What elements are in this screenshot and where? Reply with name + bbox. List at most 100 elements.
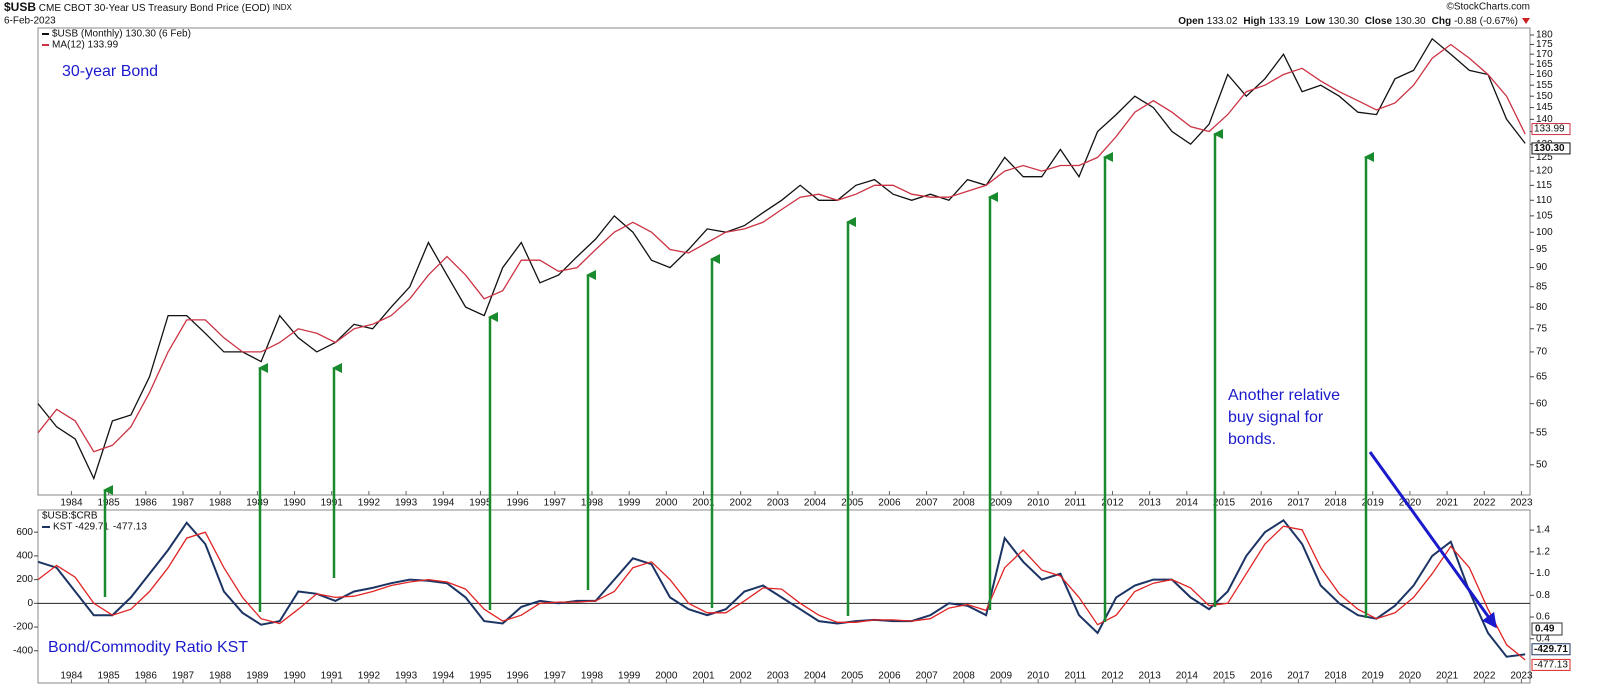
y2-tick-label: 1.2 bbox=[1536, 546, 1550, 557]
legend-label: $USB (Monthly) 130.30 (6 Feb) bbox=[52, 29, 191, 40]
last-value-box bbox=[1531, 142, 1571, 155]
x-tick-label: 1994 bbox=[432, 498, 455, 509]
x-tick-label: 2011 bbox=[1065, 498, 1087, 509]
legend-label: -477.13 bbox=[113, 522, 147, 533]
series-line bbox=[37, 43, 1526, 453]
series-line bbox=[37, 525, 1526, 661]
y-tick-label: 145 bbox=[1536, 102, 1553, 113]
y-tick-label: 600 bbox=[16, 527, 33, 538]
symbol: $USB bbox=[4, 0, 36, 14]
y-tick-label: -400 bbox=[13, 645, 33, 656]
x-tick-label: 1992 bbox=[358, 498, 381, 509]
x-tick-label: 2016 bbox=[1250, 671, 1273, 682]
y-tick-label: -200 bbox=[13, 622, 33, 633]
x-tick-label: 2000 bbox=[655, 498, 678, 509]
y-tick-label: 140 bbox=[1536, 114, 1553, 125]
x-tick-label: 1991 bbox=[321, 498, 344, 509]
quote-label: Low bbox=[1305, 16, 1325, 27]
x-tick-label: 2005 bbox=[841, 671, 864, 682]
y2-tick-label: 0.6 bbox=[1536, 612, 1550, 623]
x-tick-label: 2003 bbox=[767, 498, 790, 509]
x-tick-label: 1990 bbox=[283, 671, 306, 682]
x-tick-label: 1997 bbox=[544, 671, 567, 682]
series-line bbox=[37, 518, 1526, 658]
callout-text: Another relative bbox=[1228, 387, 1340, 404]
y-tick-label: 125 bbox=[1536, 152, 1553, 163]
x-tick-label: 2019 bbox=[1362, 671, 1385, 682]
y-tick-label: 80 bbox=[1536, 302, 1548, 313]
x-tick-label: 1986 bbox=[135, 671, 158, 682]
y-tick-label: 175 bbox=[1536, 39, 1553, 50]
x-tick-label: 1998 bbox=[581, 671, 604, 682]
y-tick-label: 55 bbox=[1536, 427, 1548, 438]
x-tick-label: 1994 bbox=[432, 671, 455, 682]
quote-value: 133.19 bbox=[1269, 16, 1300, 27]
x-tick-label: 2012 bbox=[1101, 498, 1124, 509]
series-line bbox=[37, 37, 1526, 481]
x-tick-label: 2018 bbox=[1324, 671, 1347, 682]
x-tick-label: 2021 bbox=[1436, 671, 1459, 682]
panel-frame bbox=[37, 509, 1531, 684]
y-tick-label: 50 bbox=[1536, 459, 1548, 470]
x-tick-label: 2004 bbox=[804, 498, 827, 509]
quote-label: High bbox=[1243, 16, 1265, 27]
x-tick-label: 2005 bbox=[841, 498, 864, 509]
quote-label: Open bbox=[1178, 16, 1204, 27]
x-tick-label: 2017 bbox=[1287, 498, 1310, 509]
x-tick-label: 2020 bbox=[1399, 498, 1422, 509]
x-tick-label: 1999 bbox=[618, 498, 641, 509]
header-line: $USB CME CBOT 30-Year US Treasury Bond P… bbox=[4, 0, 293, 14]
x-tick-label: 2002 bbox=[730, 498, 753, 509]
x-tick-label: 2023 bbox=[1510, 498, 1533, 509]
callout-text: bonds. bbox=[1228, 431, 1276, 448]
quote-value: 133.02 bbox=[1207, 16, 1238, 27]
x-tick-label: 2006 bbox=[878, 671, 901, 682]
x-tick-label: 2022 bbox=[1473, 498, 1496, 509]
y-tick-label: 65 bbox=[1536, 371, 1548, 382]
x-tick-label: 2004 bbox=[804, 671, 827, 682]
y2-tick-label: 0.8 bbox=[1536, 590, 1550, 601]
x-tick-label: 2008 bbox=[953, 671, 976, 682]
last-value-label: -477.13 bbox=[1534, 660, 1568, 671]
y2-tick-label: 1.4 bbox=[1536, 525, 1550, 536]
x-tick-label: 1997 bbox=[544, 498, 567, 509]
x-tick-label: 2019 bbox=[1362, 498, 1385, 509]
x-tick-label: 1990 bbox=[283, 498, 306, 509]
signal-arrows bbox=[103, 129, 1497, 629]
y-tick-label: 200 bbox=[16, 574, 33, 585]
y-tick-label: 60 bbox=[1536, 398, 1548, 409]
x-tick-label: 1989 bbox=[246, 498, 269, 509]
x-tick-label: 2009 bbox=[990, 498, 1013, 509]
panel-title: $USB:$CRB bbox=[42, 511, 98, 522]
x-tick-label: 1998 bbox=[581, 498, 604, 509]
x-tick-label: 2017 bbox=[1287, 671, 1310, 682]
panel-annotation: 30-year Bond bbox=[62, 63, 158, 80]
x-tick-label: 1988 bbox=[209, 498, 232, 509]
x-tick-label: 2013 bbox=[1139, 671, 1162, 682]
y-tick-label: 180 bbox=[1536, 30, 1553, 41]
x-tick-label: 2023 bbox=[1510, 671, 1533, 682]
x-tick-label: 2020 bbox=[1399, 671, 1422, 682]
x-tick-label: 2015 bbox=[1213, 671, 1236, 682]
x-tick-label: 2010 bbox=[1027, 671, 1050, 682]
x-tick-label: 2007 bbox=[915, 671, 938, 682]
x-tick-label: 2015 bbox=[1213, 498, 1236, 509]
x-tick-label: 1987 bbox=[172, 671, 195, 682]
x-tick-label: 1989 bbox=[246, 671, 269, 682]
x-tick-label: 2009 bbox=[990, 671, 1013, 682]
x-tick-label: 1995 bbox=[469, 671, 492, 682]
quote-label: Close bbox=[1365, 16, 1393, 27]
x-tick-label: 2022 bbox=[1473, 671, 1496, 682]
y-tick-label: 165 bbox=[1536, 59, 1553, 70]
legend-label: KST -429.71 bbox=[53, 522, 109, 533]
x-tick-label: 1996 bbox=[506, 498, 529, 509]
x-tick-label: 1993 bbox=[395, 498, 418, 509]
x-tick-label: 2008 bbox=[953, 498, 976, 509]
y-tick-label: 110 bbox=[1536, 195, 1552, 206]
x-tick-label: 1988 bbox=[209, 671, 232, 682]
x-tick-label: 2018 bbox=[1324, 498, 1347, 509]
exchange: INDX bbox=[273, 3, 293, 12]
x-tick-label: 2006 bbox=[878, 498, 901, 509]
x-tick-label: 1984 bbox=[60, 498, 83, 509]
